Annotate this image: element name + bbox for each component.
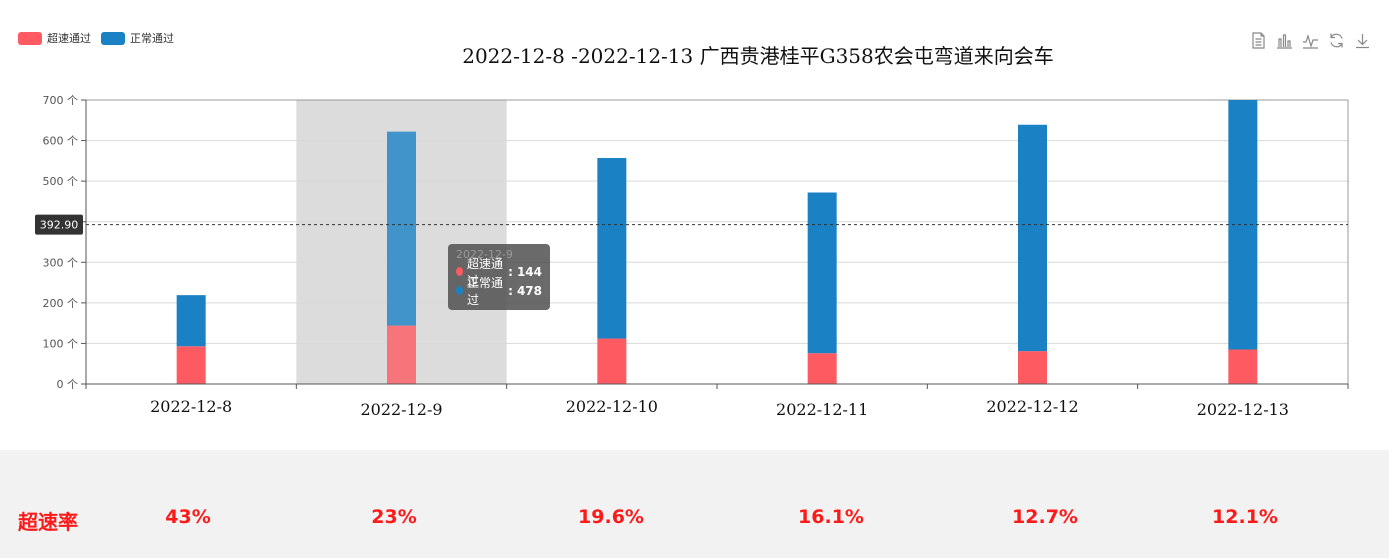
tooltip-series-value: 478 <box>516 283 542 298</box>
speeding-rate-label: 超速率 <box>18 510 78 534</box>
speeding-rate-value: 19.6% <box>578 506 644 528</box>
bar-speeding <box>1228 349 1258 384</box>
legend-swatch-normal <box>101 31 125 45</box>
y-tick-label: 600 个 <box>43 135 79 148</box>
tooltip-series-name: 超速通过 <box>466 256 503 288</box>
tooltip-title: 2022-12-9 <box>456 248 513 261</box>
tooltip-colon: : <box>508 283 513 298</box>
bar-speeding <box>807 353 837 384</box>
tooltip-colon: : <box>508 264 513 279</box>
chart-tooltip: 2022-12-9 超速通过: 144 正常通过: 478 <box>448 244 550 310</box>
speeding-rate-value: 12.1% <box>1212 506 1278 528</box>
data-view-icon[interactable] <box>1250 32 1267 49</box>
tooltip-dot-speeding <box>456 267 463 276</box>
tooltip-row-speeding: 超速通过: 144 <box>456 257 542 288</box>
bar-normal <box>176 295 206 347</box>
tooltip-dot-normal <box>456 286 463 295</box>
x-tick-label: 2022-12-10 <box>566 397 658 416</box>
bar-normal <box>807 192 837 354</box>
x-tick-label: 2022-12-13 <box>1197 400 1289 419</box>
y-tick-label: 200 个 <box>43 297 79 310</box>
line-chart-icon[interactable] <box>1302 32 1319 49</box>
speeding-rate-value: 16.1% <box>798 506 864 528</box>
y-tick-label: 700 个 <box>43 94 79 107</box>
bar-speeding <box>597 338 627 384</box>
x-tick-label: 2022-12-9 <box>360 400 442 419</box>
legend-label-speeding: 超速通过 <box>47 32 91 45</box>
y-tick-label: 300 个 <box>43 256 79 269</box>
legend-item-normal[interactable]: 正常通过 <box>101 30 174 46</box>
bar-chart-icon[interactable] <box>1276 32 1293 49</box>
tooltip-row-normal: 正常通过: 478 <box>456 276 542 307</box>
bar-normal <box>1018 124 1047 352</box>
legend-swatch-speeding <box>18 31 42 45</box>
x-tick-label: 2022-12-12 <box>986 397 1078 416</box>
refresh-icon[interactable] <box>1328 32 1345 49</box>
speeding-rate-value: 43% <box>165 506 211 528</box>
x-tick-label: 2022-12-8 <box>150 397 232 416</box>
average-line-label-bg <box>35 214 83 235</box>
download-icon[interactable] <box>1354 32 1371 49</box>
chart-toolbox <box>1250 32 1371 49</box>
bar-normal <box>597 158 627 339</box>
bar-normal <box>387 131 416 326</box>
speeding-rate-value: 12.7% <box>1012 506 1078 528</box>
y-tick-label: 100 个 <box>43 337 79 350</box>
chart-title: 2022-12-8 -2022-12-13 广西贵港桂平G358农会屯弯道来向会… <box>462 44 1054 68</box>
tooltip-series-name: 正常通过 <box>466 275 503 307</box>
speeding-rate-panel: 超速率 43% 23% 19.6% 16.1% 12.7% 12.1% <box>0 450 1389 558</box>
bar-speeding <box>176 346 206 384</box>
y-tick-label: 0 个 <box>57 378 79 391</box>
legend-label-normal: 正常通过 <box>130 32 174 45</box>
tooltip-series-value: 144 <box>516 264 542 279</box>
average-line-label: 392.90 <box>40 219 79 232</box>
speeding-rate-value: 23% <box>371 506 417 528</box>
bar-speeding <box>1018 351 1047 384</box>
x-tick-label: 2022-12-11 <box>776 400 868 419</box>
legend-item-speeding[interactable]: 超速通过 <box>18 30 91 46</box>
bar-speeding <box>387 325 416 384</box>
chart-legend: 超速通过 正常通过 <box>18 30 174 46</box>
y-tick-label: 500 个 <box>43 175 79 188</box>
